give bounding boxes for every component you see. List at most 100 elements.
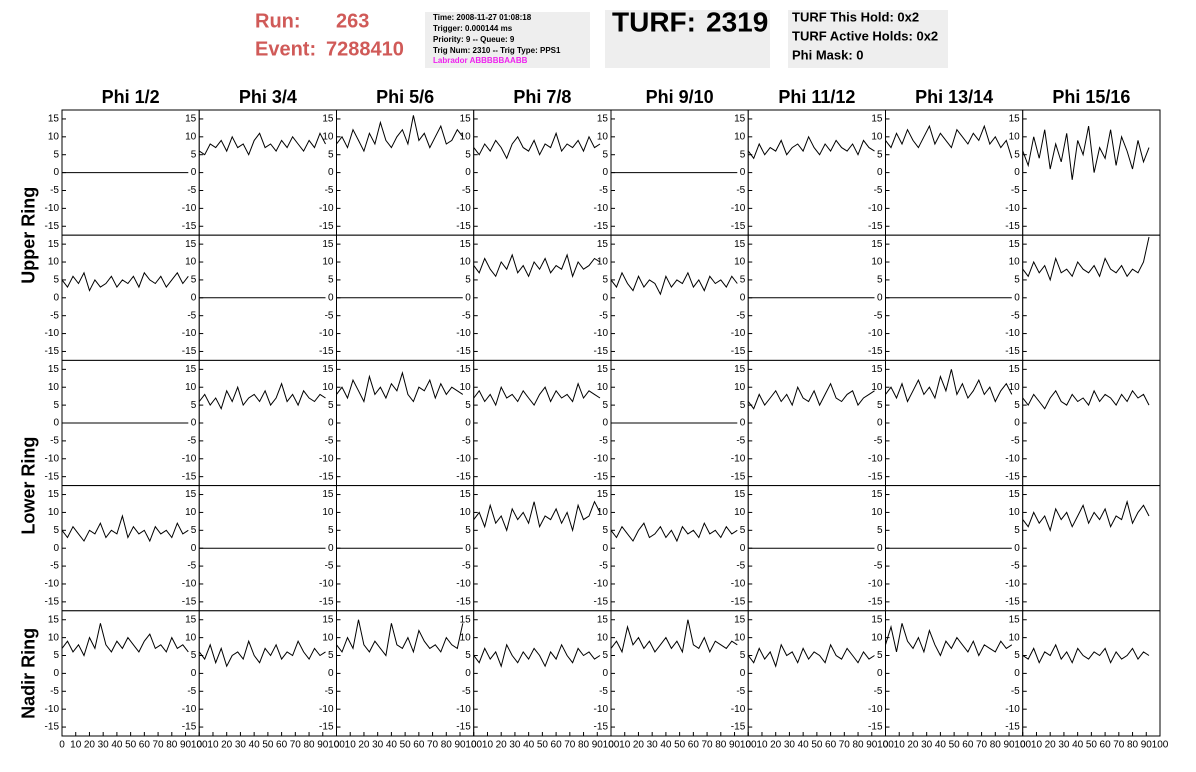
y-tick-label: -5 bbox=[736, 436, 745, 447]
x-tick-label: 80 bbox=[715, 740, 727, 751]
event-number: 7288410 bbox=[326, 38, 404, 60]
waveform bbox=[61, 271, 189, 292]
y-tick-label: -15 bbox=[868, 596, 883, 607]
y-tick-label: -15 bbox=[45, 471, 60, 482]
x-tick-label: 80 bbox=[441, 740, 453, 751]
x-tick-label: 0 bbox=[1020, 740, 1026, 751]
y-tick-label: 0 bbox=[53, 543, 59, 554]
y-tick-label: 10 bbox=[734, 131, 746, 142]
y-tick-label: -10 bbox=[731, 453, 746, 464]
y-tick-label: -10 bbox=[868, 453, 883, 464]
y-tick-label: 0 bbox=[1014, 418, 1020, 429]
panel bbox=[61, 234, 200, 361]
y-tick-label: 5 bbox=[602, 400, 608, 411]
y-tick-label: -15 bbox=[1005, 221, 1020, 232]
y-tick-label: -15 bbox=[456, 596, 471, 607]
x-tick-label: 70 bbox=[564, 740, 576, 751]
turf-label: TURF: bbox=[612, 6, 696, 37]
x-tick-label: 40 bbox=[660, 740, 672, 751]
run-number: 263 bbox=[336, 10, 369, 32]
turf-info-line: TURF Active Holds: 0x2 bbox=[792, 28, 938, 43]
y-tick-label: -15 bbox=[319, 471, 334, 482]
y-tick-label: 10 bbox=[871, 382, 883, 393]
y-tick-label: 15 bbox=[460, 239, 472, 250]
y-tick-label: 15 bbox=[48, 239, 60, 250]
y-tick-label: 10 bbox=[185, 257, 197, 268]
y-tick-label: -15 bbox=[45, 346, 60, 357]
y-tick-label: -10 bbox=[182, 328, 197, 339]
y-tick-label: 10 bbox=[734, 507, 746, 518]
y-tick-label: -5 bbox=[462, 561, 471, 572]
y-tick-label: 10 bbox=[48, 507, 60, 518]
y-tick-label: -10 bbox=[45, 579, 60, 590]
y-tick-label: 5 bbox=[877, 275, 883, 286]
x-tick-label: 50 bbox=[537, 740, 549, 751]
waveform bbox=[336, 371, 464, 403]
y-tick-label: -5 bbox=[462, 686, 471, 697]
y-tick-label: -5 bbox=[599, 561, 608, 572]
y-tick-label: 0 bbox=[602, 543, 608, 554]
y-tick-label: -5 bbox=[325, 185, 334, 196]
turf-info-line: Phi Mask: 0 bbox=[792, 47, 864, 62]
x-tick-label: 90 bbox=[317, 740, 329, 751]
y-tick-label: -15 bbox=[456, 722, 471, 733]
y-tick-label: -15 bbox=[731, 346, 746, 357]
panel bbox=[1022, 485, 1161, 612]
y-tick-label: -10 bbox=[1005, 328, 1020, 339]
y-tick-label: 0 bbox=[328, 668, 334, 679]
y-tick-label: 5 bbox=[191, 400, 197, 411]
waveform bbox=[198, 382, 326, 411]
waveform bbox=[1022, 389, 1150, 410]
y-tick-label: 15 bbox=[322, 364, 334, 375]
y-tick-label: -10 bbox=[319, 579, 334, 590]
y-tick-label: 15 bbox=[597, 489, 609, 500]
x-tick-label: 70 bbox=[427, 740, 439, 751]
column-header: Phi 3/4 bbox=[239, 87, 297, 107]
y-tick-label: 5 bbox=[602, 275, 608, 286]
panel bbox=[885, 109, 1024, 236]
y-tick-label: -5 bbox=[1011, 686, 1020, 697]
y-tick-label: 0 bbox=[53, 167, 59, 178]
x-tick-label: 70 bbox=[290, 740, 302, 751]
y-tick-label: -5 bbox=[874, 185, 883, 196]
x-tick-label: 10 bbox=[1031, 740, 1043, 751]
y-tick-label: -15 bbox=[731, 596, 746, 607]
x-tick-label: 40 bbox=[798, 740, 810, 751]
y-tick-label: -10 bbox=[182, 203, 197, 214]
y-tick-label: -5 bbox=[187, 561, 196, 572]
y-tick-label: 10 bbox=[597, 382, 609, 393]
y-tick-label: 0 bbox=[465, 543, 471, 554]
y-tick-label: 5 bbox=[465, 275, 471, 286]
y-tick-label: -5 bbox=[736, 561, 745, 572]
y-tick-label: -5 bbox=[599, 436, 608, 447]
y-tick-label: 10 bbox=[871, 507, 883, 518]
y-tick-label: -5 bbox=[50, 561, 59, 572]
turf-info-line: TURF This Hold: 0x2 bbox=[792, 9, 919, 24]
y-tick-label: 10 bbox=[322, 382, 334, 393]
panel bbox=[198, 359, 337, 487]
y-tick-label: 10 bbox=[871, 257, 883, 268]
x-tick-label: 70 bbox=[1113, 740, 1125, 751]
y-tick-label: -5 bbox=[325, 561, 334, 572]
panel bbox=[61, 485, 200, 612]
y-tick-label: -5 bbox=[187, 310, 196, 321]
y-tick-label: 0 bbox=[602, 418, 608, 429]
y-tick-label: -5 bbox=[599, 185, 608, 196]
panel bbox=[198, 610, 337, 737]
turf-box bbox=[605, 10, 770, 68]
y-tick-label: 5 bbox=[465, 149, 471, 160]
y-tick-label: 15 bbox=[185, 489, 197, 500]
y-tick-label: 5 bbox=[465, 400, 471, 411]
y-tick-label: 15 bbox=[322, 114, 334, 125]
y-tick-label: -15 bbox=[319, 596, 334, 607]
y-tick-label: 10 bbox=[48, 131, 60, 142]
y-tick-label: 0 bbox=[602, 668, 608, 679]
column-header: Phi 5/6 bbox=[376, 87, 434, 107]
y-tick-label: 5 bbox=[53, 149, 59, 160]
y-tick-label: 0 bbox=[328, 418, 334, 429]
x-tick-label: 0 bbox=[608, 740, 614, 751]
y-tick-label: -5 bbox=[1011, 310, 1020, 321]
y-tick-label: 0 bbox=[191, 292, 197, 303]
y-tick-label: 0 bbox=[877, 292, 883, 303]
row-label: Upper Ring bbox=[19, 187, 39, 284]
